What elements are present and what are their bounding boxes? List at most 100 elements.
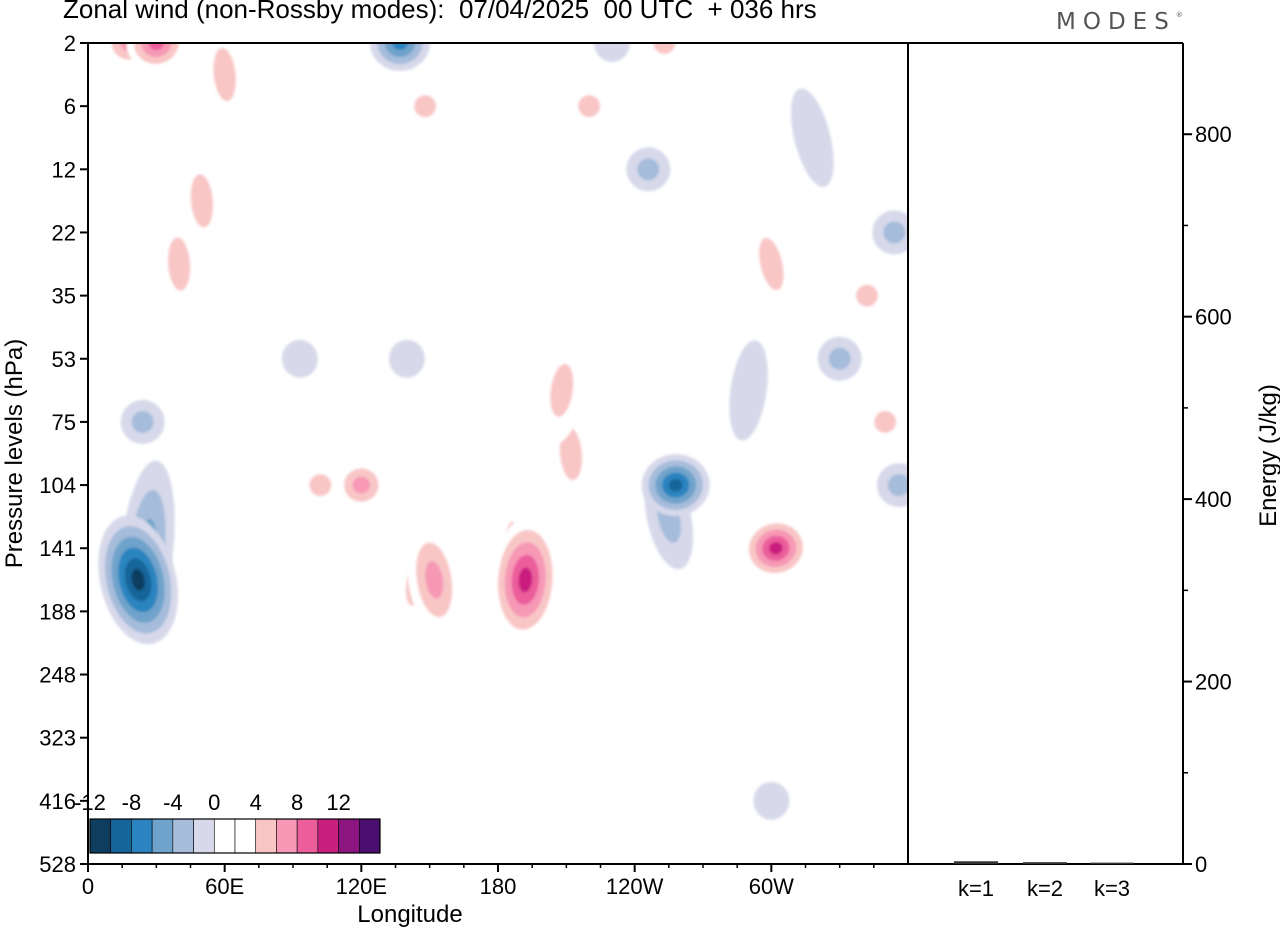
anomaly-contour [753, 781, 790, 820]
energy-tick-label: 0 [1195, 852, 1207, 877]
anomaly-contour [642, 43, 687, 65]
y-tick-label: 188 [39, 599, 76, 624]
anomaly-contour [874, 410, 897, 433]
anomaly-contour [385, 43, 416, 58]
brand-text: MODES [1056, 9, 1176, 35]
colorbar-swatch [338, 818, 360, 854]
colorbar-swatch [255, 818, 277, 854]
wind-anomaly [126, 43, 187, 72]
anomaly-contour [759, 237, 784, 291]
anomaly-contour [578, 95, 601, 118]
x-tick-label: 180 [480, 874, 517, 899]
wind-anomaly [626, 147, 671, 192]
wind-anomaly [746, 211, 796, 317]
wind-anomaly [538, 337, 585, 444]
colorbar-tick-label: 0 [208, 790, 220, 815]
wind-anomaly [156, 210, 202, 318]
chart-title: Zonal wind (non-Rossby modes): 07/04/202… [63, 0, 817, 24]
anomaly-contour [839, 43, 876, 62]
anomaly-contour [388, 339, 425, 378]
anomaly-contour [459, 719, 500, 820]
anomaly-contour [281, 339, 318, 378]
colorbar-swatch [131, 818, 153, 854]
energy-bar [1090, 862, 1134, 865]
energy-axis-label: Energy (J/kg) [1255, 384, 1280, 527]
wind-anomaly [876, 463, 908, 508]
colorbar-swatch [193, 818, 215, 854]
colorbar-swatch [276, 818, 298, 854]
energy-category-label: k=1 [958, 876, 994, 901]
wind-anomaly [98, 515, 178, 645]
colorbar-swatch [358, 818, 381, 854]
y-tick-label: 53 [52, 347, 76, 372]
anomaly-contour [828, 347, 851, 370]
y-tick-label: 248 [39, 663, 76, 688]
anomaly-contour [791, 88, 834, 187]
wind-anomaly [281, 339, 318, 378]
wind-anomaly [839, 43, 876, 62]
x-tick-label: 60W [749, 874, 794, 899]
y-tick-label: 22 [52, 220, 76, 245]
colorbar: -12 -8 -4 0 4 8 12 [74, 790, 381, 854]
x-axis-label: Longitude [357, 901, 462, 928]
wind-anomaly [863, 399, 908, 444]
anomaly-contour [668, 478, 683, 492]
anomaly-contour [559, 426, 583, 481]
energy-bar [1023, 862, 1067, 864]
y-tick-label: 75 [52, 410, 76, 435]
anomaly-contour [729, 340, 768, 441]
colorbar-swatch [213, 818, 236, 854]
anomaly-contour [593, 43, 630, 62]
anomaly-contour [883, 221, 906, 244]
wind-anomaly [817, 336, 862, 381]
colorbar-tick-label: 8 [291, 790, 303, 815]
colorbar-frame [89, 818, 381, 854]
y-tick-label: 323 [39, 726, 76, 751]
energy-category-label: k=2 [1027, 876, 1063, 901]
anomaly-contour [131, 410, 154, 433]
wind-anomaly [593, 43, 630, 62]
wind-field [98, 43, 908, 820]
wind-anomaly [642, 43, 687, 65]
x-tick-label: 120W [606, 874, 664, 899]
colorbar-tick-label: 4 [250, 790, 262, 815]
anomaly-contour [133, 43, 179, 65]
anomaly-contour [190, 174, 214, 228]
anomaly-contour [167, 237, 191, 291]
energy-bar [954, 861, 998, 864]
wind-anomaly [791, 88, 834, 187]
wind-anomaly [872, 210, 908, 255]
registered-mark-icon: ® [1175, 11, 1183, 19]
wind-anomaly [120, 399, 165, 444]
wind-anomaly [742, 517, 810, 580]
wind-anomaly [388, 339, 425, 378]
y-tick-label: 6 [64, 94, 76, 119]
anomaly-contour [856, 284, 878, 307]
anomaly-contour [637, 158, 660, 181]
wind-anomaly [335, 460, 388, 511]
y-tick-label: 35 [52, 284, 76, 309]
energy-tick-label: 600 [1195, 305, 1232, 330]
y-tick-label: 528 [39, 852, 76, 877]
y-tick-label: 12 [52, 157, 76, 182]
anomaly-contour [352, 476, 370, 494]
wind-anomaly [202, 43, 248, 128]
anomaly-contour [392, 43, 408, 51]
y-tick-label: 416 [39, 789, 76, 814]
brand-logo: MODES® [1056, 9, 1183, 35]
anomaly-contour [131, 569, 145, 591]
colorbar-tick-label: -4 [163, 790, 183, 815]
anomaly-contour [425, 561, 444, 599]
y-tick-label: 104 [39, 473, 76, 498]
energy-tick-label: 800 [1195, 122, 1232, 147]
x-tick-label: 0 [82, 874, 94, 899]
wind-anomaly [567, 84, 612, 129]
colorbar-swatch [89, 818, 112, 854]
anomaly-contour [887, 474, 908, 497]
wind-anomaly [298, 463, 343, 508]
anomaly-contour [377, 43, 423, 65]
anomaly-contour [518, 567, 533, 593]
wind-anomaly [370, 43, 431, 72]
